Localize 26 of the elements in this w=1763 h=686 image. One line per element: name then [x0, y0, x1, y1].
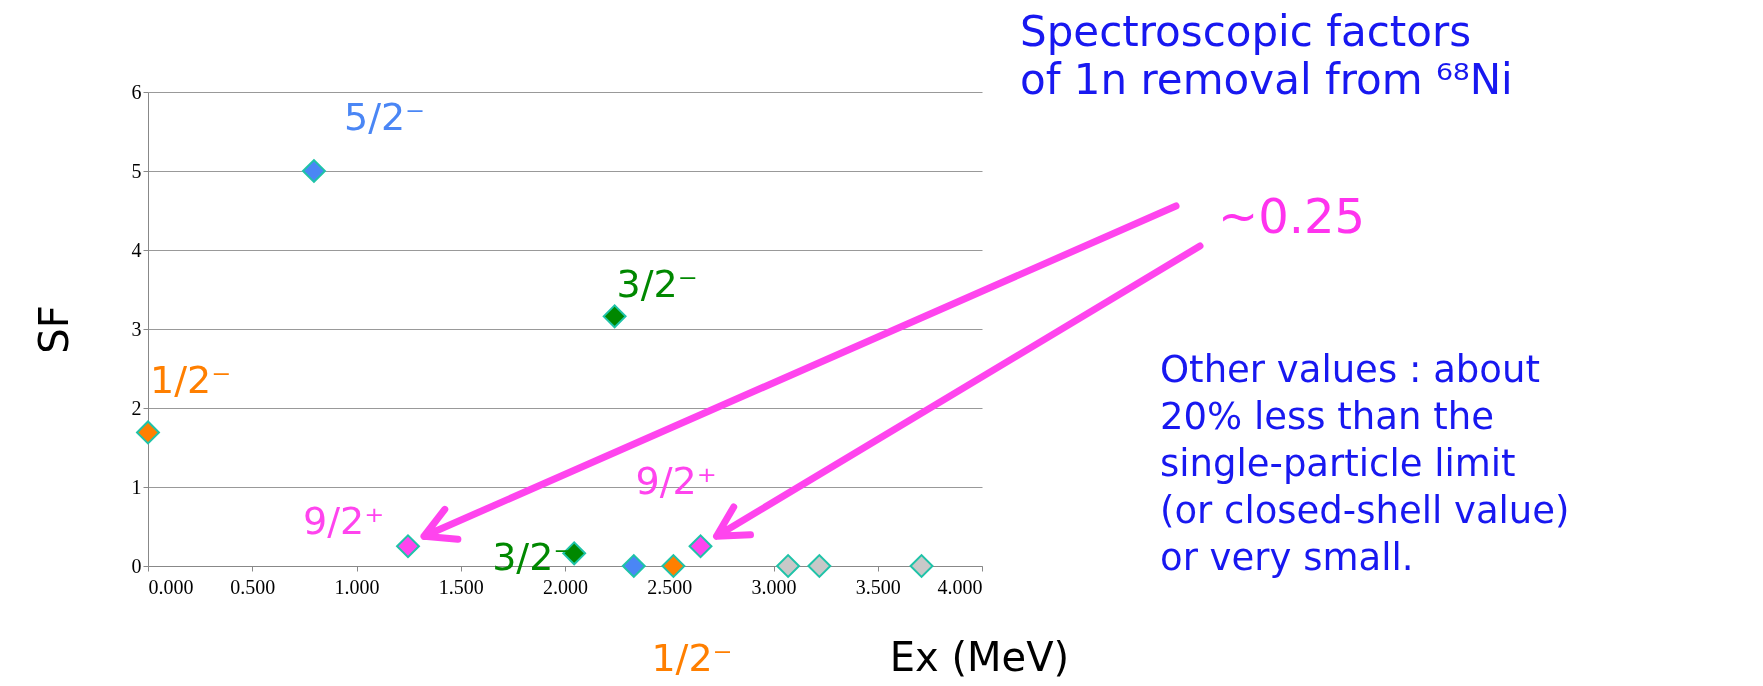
y-tick-label: 0 [131, 554, 142, 577]
text: Spectroscopic factors of 1n removal from ⁶⁸Ni [1020, 7, 1513, 104]
y-tick-label: 6 [131, 80, 142, 103]
x-tick-label: 3.500 [855, 575, 901, 598]
y-tick-label: 1 [131, 475, 142, 498]
annotation: 1/2⁻ [150, 358, 232, 403]
x-axis-title: Ex (MeV) [889, 633, 1070, 680]
annotation: 9/2⁺ [303, 499, 385, 544]
x-tick-label: 0.000 [148, 575, 194, 598]
y-tick-label: 3 [131, 317, 142, 340]
annotation: 9/2⁺ [635, 459, 717, 504]
x-tick-label: 1.500 [438, 575, 484, 598]
text: Other values : about 20% less than the single-particle limit (or closed-shell value) or very small. [1160, 347, 1570, 581]
x-tick-label: 0.500 [230, 575, 276, 598]
y-tick-label: 4 [131, 238, 142, 261]
annotation: 5/2⁻ [343, 95, 426, 139]
y-tick-label: 5 [131, 159, 142, 182]
text: ~0.25 [1218, 188, 1366, 244]
y-tick-label: 2 [131, 396, 142, 419]
x-tick-label: 3.000 [751, 575, 797, 598]
x-tick-label: 1.000 [334, 575, 380, 598]
annotation: 3/2⁻ [616, 262, 698, 307]
y-axis-title: SF [30, 305, 77, 354]
annotation: 1/2⁻ [651, 636, 733, 680]
x-tick-label: 2.500 [647, 575, 693, 598]
x-tick-label: 4.000 [937, 575, 983, 598]
